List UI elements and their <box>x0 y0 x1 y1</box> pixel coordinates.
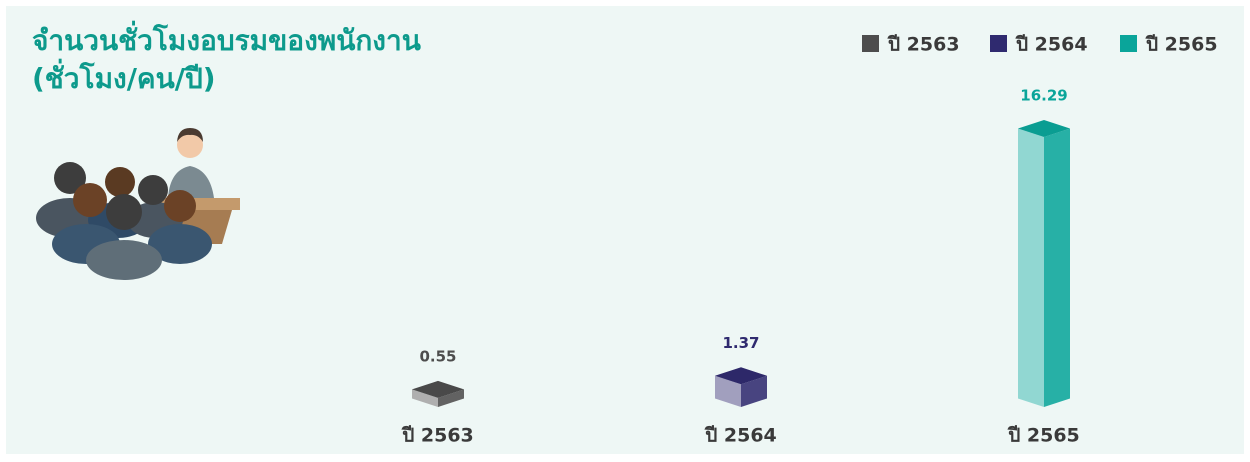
value-label: 0.55 <box>419 347 456 365</box>
bar-right-face <box>438 389 464 407</box>
chart-subtitle: (ชั่วโมง/คน/ปี) <box>32 58 216 95</box>
value-label: 16.29 <box>1020 87 1067 105</box>
bar-left-face <box>412 389 438 407</box>
x-tick-label: ปี 2563 <box>401 425 473 447</box>
bar-right-face <box>741 375 767 407</box>
legend-swatch <box>1120 35 1137 52</box>
bar-top <box>412 380 464 398</box>
bar-left-face <box>1018 128 1044 407</box>
legend-label: ปี 2565 <box>1145 34 1217 56</box>
bar-left-face <box>715 375 741 407</box>
x-tick-label: ปี 2564 <box>704 425 776 447</box>
value-label: 1.37 <box>722 334 759 352</box>
bar-top <box>1018 120 1070 137</box>
bar-right-face <box>1044 128 1070 407</box>
illustration <box>36 128 240 280</box>
chart-title: จำนวนชั่วโมงอบรมของพนักงาน <box>32 20 421 57</box>
x-tick-label: ปี 2565 <box>1007 425 1079 447</box>
legend-swatch <box>862 35 879 52</box>
legend-label: ปี 2563 <box>887 34 959 56</box>
legend-swatch <box>990 35 1007 52</box>
legend-label: ปี 2564 <box>1015 34 1087 56</box>
bar-top <box>715 367 767 385</box>
